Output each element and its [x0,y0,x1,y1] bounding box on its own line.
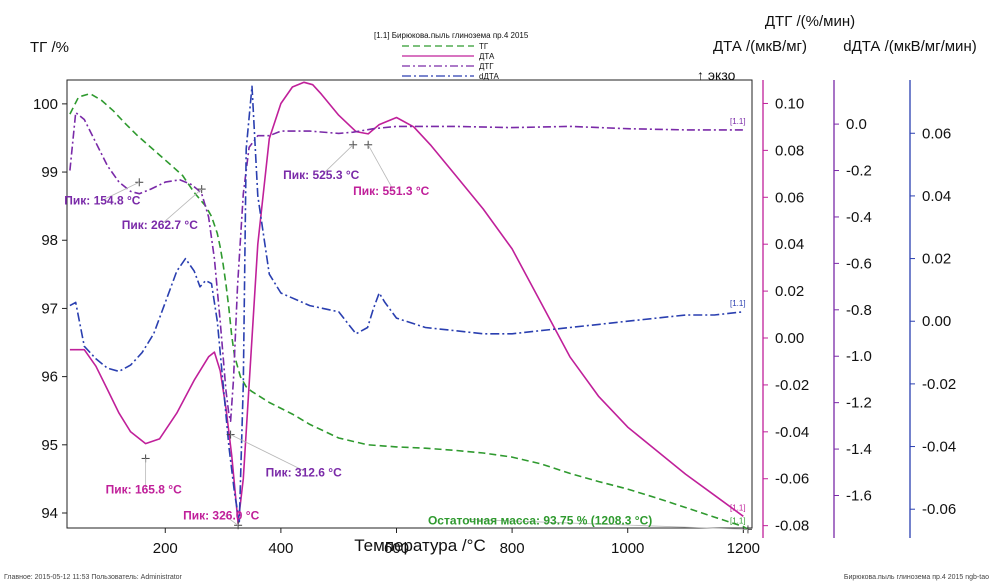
peak-leader [367,144,394,190]
dta-tick-label: 0.10 [775,95,804,112]
tg-axis-label: ТГ /% [30,39,69,56]
ddta-tick-label: 0.02 [922,251,951,268]
dta-tick-label: -0.02 [775,377,809,394]
dta-axis-label: ДТА /(мкВ/мг) [713,38,807,55]
series-end-tag: [1.1] [730,516,746,525]
peak-label: Пик: 262.7 °C [122,218,199,232]
ddta-tick-label: -0.06 [922,501,956,518]
legend-title: [1.1] Бирюкова.пыль глинозема пр.4 2015 [374,31,529,40]
axes-layer: 200 400 600 800 1000 1200 Температура /°С 100 99… [30,13,977,557]
series-layer: [1.1] [1.1] [1.1] [1.1] [69,81,749,531]
tg-tick-label: 98 [41,232,58,249]
x-tick-label: 800 [500,540,525,557]
tg-tick-label: 95 [41,437,58,454]
dtg-tick-label: -0.6 [846,255,872,272]
series-end-tag: [1.1] [730,299,746,308]
ddta-tick-label: -0.04 [922,439,956,456]
legend-entry: ДТА [479,52,495,61]
peak-leader [161,188,202,225]
series-line-3 [69,85,744,523]
x-tick-label: 1000 [611,540,644,557]
plot-frame [66,79,753,529]
ddta-tick-label: 0.00 [922,313,951,330]
peak-leader [322,144,354,175]
ddta-tick-label: -0.02 [922,376,956,393]
x-tick-label: 600 [384,540,409,557]
peak-label: Пик: 525.3 °C [283,168,360,182]
peak-leader [230,434,306,472]
tg-tick-label: 99 [41,164,58,181]
dta-tick-label: 0.06 [775,189,804,206]
exo-label: ↑ экзо [697,67,736,83]
dta-tick-label: 0.02 [775,283,804,300]
series-end-tag: [1.1] [730,503,746,512]
tg-tick-label: 96 [41,369,58,386]
ddta-tick-label: 0.04 [922,188,951,205]
series-line-0 [69,92,749,531]
dtg-tick-label: 0.0 [846,116,867,133]
x-tick-label: 200 [153,540,178,557]
peak-label: Пик: 312.6 °C [266,466,343,480]
peak-leader [467,518,748,530]
legend: [1.1] Бирюкова.пыль глинозема пр.4 2015 Т… [374,31,529,81]
series-line-2 [69,111,744,423]
dtg-tick-label: -0.4 [846,209,872,226]
ddta-tick-label: 0.06 [922,125,951,142]
peak-leader [222,513,239,526]
legend-entry: ДТГ [479,62,494,71]
legend-entry: ТГ [479,42,489,51]
peak-label: Пик: 154.8 °C [64,193,141,207]
dtg-tick-label: -1.6 [846,488,872,505]
dtg-tick-label: -0.8 [846,302,872,319]
ddta-axis-label: dДТА /(мкВ/мг/мин) [843,38,976,55]
dtg-axis-label: ДТГ /(%/мин) [765,13,855,30]
dta-tick-label: 0.08 [775,142,804,159]
peak-label: Пик: 551.3 °C [353,184,430,198]
legend-entry: dДТА [479,72,499,81]
x-tick-label: 1200 [727,540,760,557]
series-line-1 [69,81,744,525]
peak-label: Остаточная масса: 93.75 % (1208.3 °C) [428,513,652,527]
dtg-tick-label: -1.0 [846,348,872,365]
dta-tick-label: -0.04 [775,424,809,441]
peak-label: Пик: 326.0 °C [183,508,259,522]
dtg-tick-label: -0.2 [846,163,872,180]
footer-right: Бирюкова.пыль глинозема пр.4 2015 ngb-ta… [843,574,989,581]
dtg-tick-label: -1.4 [846,441,872,458]
peak-leader [104,181,140,200]
dtg-tick-label: -1.2 [846,395,872,412]
dta-tick-label: 0.04 [775,236,804,253]
dta-tick-label: -0.06 [775,471,809,488]
annotations-layer: Пик: 154.8 °C Пик: 262.7 °C Пик: 525.3 °C П… [64,140,752,534]
x-axis-label: Температура /°С [354,536,485,555]
dta-tick-label: 0.00 [775,330,804,347]
x-tick-label: 400 [268,540,293,557]
dta-tick-label: -0.08 [775,518,809,535]
series-end-tag: [1.1] [730,117,746,126]
footer-left: Главное: 2015-05-12 11:53 Пользователь: … [4,574,182,581]
tg-tick-label: 94 [41,505,58,522]
peak-label: Пик: 165.8 °C [106,482,182,496]
tg-tick-label: 97 [41,300,58,317]
tg-tick-label: 100 [33,96,58,113]
